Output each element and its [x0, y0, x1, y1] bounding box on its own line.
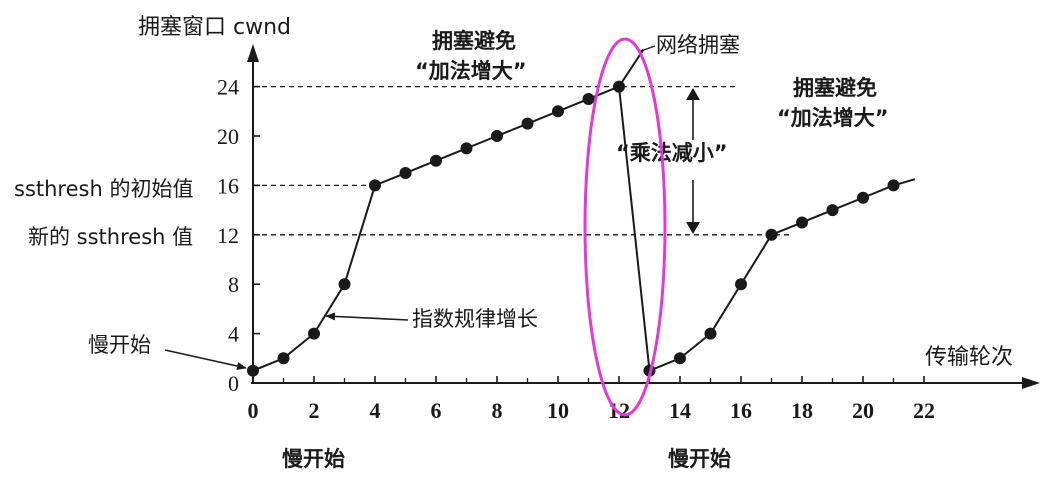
congestion-avoidance-2-title: 拥塞避免	[793, 76, 877, 100]
data-point	[552, 105, 564, 118]
congestion-highlight-ellipse	[583, 37, 667, 417]
congestion-avoidance-1-title: 拥塞避免	[432, 29, 516, 53]
x-tick-label: 12	[608, 398, 630, 423]
y-tick-label: 0	[228, 371, 239, 396]
data-point	[613, 80, 625, 93]
y-tick-label: 16	[217, 173, 239, 198]
x-tick-label: 4	[370, 398, 381, 423]
data-point	[491, 130, 503, 142]
x-axis-arrowhead	[1022, 377, 1040, 389]
threshold-lines	[253, 85, 793, 236]
data-points	[247, 80, 900, 377]
data-point	[521, 117, 534, 130]
data-point	[857, 191, 869, 204]
slow-start-left-label: 慢开始	[88, 333, 151, 357]
data-point	[826, 204, 839, 217]
x-tick-label: 20	[852, 398, 874, 423]
cwnd-line-extension	[618, 48, 645, 88]
x-tick-label: 2	[309, 398, 320, 423]
x-tick-label: 14	[669, 398, 691, 423]
data-point	[308, 327, 320, 340]
y-tick-label: 20	[217, 124, 239, 149]
data-point	[704, 327, 717, 340]
network-congestion-label: 网络拥塞	[656, 33, 740, 57]
cwnd-line	[252, 85, 894, 373]
data-point	[796, 216, 808, 229]
slow-start-bottom-label-1: 慢开始	[282, 447, 345, 471]
data-point	[338, 278, 351, 291]
x-tick-label: 8	[492, 398, 503, 423]
data-point	[430, 154, 442, 167]
y-tick-label: 12	[217, 223, 239, 248]
exponential-growth-arrow	[325, 312, 409, 321]
slow-start-bottom-label-2: 慢开始	[668, 447, 731, 471]
x-tick-label: 18	[791, 398, 813, 423]
ssthresh-new-label: 新的 ssthresh 值	[28, 225, 193, 249]
congestion-avoidance-2-subtitle: “加法增大”	[777, 106, 889, 130]
decrease-bracket	[686, 88, 700, 234]
x-tick-label: 0	[248, 398, 259, 423]
data-point	[399, 167, 412, 180]
data-point	[460, 142, 473, 155]
y-tick-label: 4	[228, 322, 239, 347]
ssthresh-initial-label: ssthresh 的初始值	[14, 177, 193, 201]
data-point	[247, 364, 259, 377]
x-axis-title: 传输轮次	[925, 345, 1013, 370]
y-axis-title: 拥塞窗口 cwnd	[138, 15, 291, 40]
x-tick-label: 16	[730, 398, 752, 423]
slow-start-arrow	[164, 349, 247, 370]
y-tick-label: 24	[217, 75, 239, 100]
x-tick-label: 6	[431, 398, 442, 423]
data-point	[277, 352, 290, 365]
multiplicative-decrease-label: “乘法减小”	[616, 141, 728, 165]
data-point	[887, 179, 900, 192]
exponential-growth-label: 指数规律增长	[412, 307, 538, 331]
x-tick-label: 10	[547, 398, 569, 423]
congestion-avoidance-1-subtitle: “加法增大”	[415, 59, 527, 83]
axes	[247, 44, 1040, 389]
x-tick-label: 22	[913, 398, 935, 423]
y-tick-label: 8	[228, 272, 239, 297]
data-point	[765, 228, 778, 241]
data-point	[582, 92, 595, 105]
data-point	[735, 278, 747, 291]
data-point	[674, 352, 686, 365]
y-axis-arrowhead	[247, 44, 259, 62]
data-point	[369, 179, 381, 192]
